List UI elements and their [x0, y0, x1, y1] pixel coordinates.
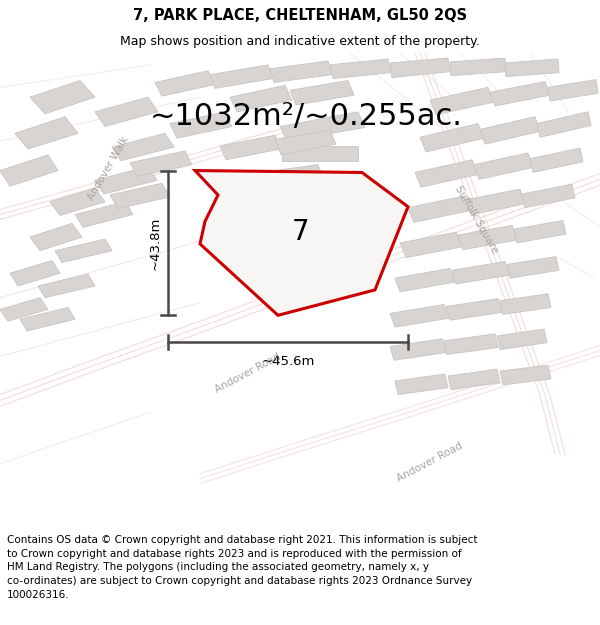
Text: Andover Road: Andover Road — [395, 441, 464, 484]
Polygon shape — [55, 239, 112, 262]
Polygon shape — [75, 202, 133, 228]
Polygon shape — [390, 304, 449, 327]
Polygon shape — [0, 298, 48, 321]
Polygon shape — [0, 155, 58, 186]
Text: Andover Road: Andover Road — [214, 351, 283, 394]
Polygon shape — [95, 167, 157, 194]
Polygon shape — [280, 112, 365, 141]
Polygon shape — [395, 374, 448, 394]
Polygon shape — [500, 365, 551, 385]
Text: 7: 7 — [292, 217, 309, 246]
Polygon shape — [537, 112, 591, 138]
Polygon shape — [290, 81, 354, 105]
Polygon shape — [210, 65, 273, 88]
Polygon shape — [480, 117, 540, 144]
Polygon shape — [466, 189, 525, 214]
Polygon shape — [390, 339, 446, 361]
Polygon shape — [458, 225, 517, 250]
Polygon shape — [548, 79, 598, 101]
Text: ~43.8m: ~43.8m — [149, 216, 162, 269]
Polygon shape — [112, 133, 174, 161]
Text: Suffolk Square: Suffolk Square — [452, 184, 499, 255]
Polygon shape — [497, 329, 547, 349]
Polygon shape — [450, 58, 506, 76]
Polygon shape — [260, 164, 323, 185]
Polygon shape — [130, 151, 192, 176]
Polygon shape — [444, 334, 498, 354]
Polygon shape — [446, 299, 502, 320]
Text: ~1032m²/~0.255ac.: ~1032m²/~0.255ac. — [150, 102, 463, 131]
Polygon shape — [530, 148, 583, 173]
Polygon shape — [230, 86, 292, 112]
Polygon shape — [522, 184, 575, 208]
Polygon shape — [500, 294, 551, 314]
Polygon shape — [195, 171, 408, 316]
Polygon shape — [220, 135, 281, 160]
Polygon shape — [155, 71, 215, 96]
Polygon shape — [330, 59, 391, 79]
Polygon shape — [50, 188, 105, 216]
Polygon shape — [38, 274, 95, 298]
Polygon shape — [400, 232, 462, 258]
Polygon shape — [170, 112, 232, 138]
Polygon shape — [408, 196, 470, 222]
Polygon shape — [10, 261, 60, 286]
Polygon shape — [270, 61, 332, 82]
Text: Andover Walk: Andover Walk — [86, 135, 130, 202]
Polygon shape — [30, 81, 95, 114]
Polygon shape — [275, 131, 336, 155]
Text: ~45.6m: ~45.6m — [262, 356, 314, 368]
Polygon shape — [452, 261, 509, 284]
Text: Map shows position and indicative extent of the property.: Map shows position and indicative extent… — [120, 35, 480, 48]
Polygon shape — [15, 117, 78, 149]
Polygon shape — [514, 221, 566, 243]
Polygon shape — [282, 146, 358, 161]
Polygon shape — [420, 124, 484, 152]
Text: Contains OS data © Crown copyright and database right 2021. This information is : Contains OS data © Crown copyright and d… — [7, 535, 478, 599]
Polygon shape — [110, 183, 170, 209]
Polygon shape — [505, 59, 559, 77]
Polygon shape — [95, 97, 158, 126]
Polygon shape — [395, 268, 455, 292]
Text: 7, PARK PLACE, CHELTENHAM, GL50 2QS: 7, PARK PLACE, CHELTENHAM, GL50 2QS — [133, 8, 467, 23]
Polygon shape — [20, 308, 75, 331]
Polygon shape — [430, 88, 494, 115]
Polygon shape — [507, 257, 559, 278]
Polygon shape — [474, 153, 533, 179]
Polygon shape — [448, 369, 500, 389]
Polygon shape — [490, 81, 550, 106]
Polygon shape — [30, 223, 82, 251]
Polygon shape — [415, 160, 478, 187]
Polygon shape — [390, 58, 450, 78]
